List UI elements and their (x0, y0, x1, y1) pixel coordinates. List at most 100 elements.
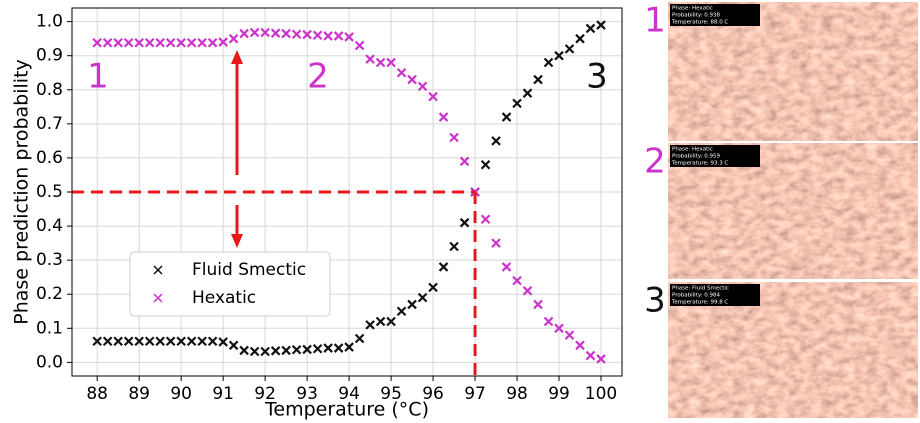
data-point (218, 337, 228, 347)
info-text: Phase: Hexatic (672, 6, 713, 12)
data-point (144, 37, 155, 48)
panel-number: 3 (644, 281, 666, 321)
info-text: Temperature: 88.0 C (671, 20, 728, 26)
info-text: Probability: 0.959 (672, 154, 721, 160)
x-axis-label: Temperature (°C) (264, 399, 429, 421)
data-point (165, 37, 176, 48)
data-point (386, 57, 396, 68)
data-point (92, 336, 102, 347)
data-point (239, 345, 249, 356)
data-point (333, 31, 344, 41)
data-point (491, 238, 501, 248)
data-point (554, 50, 564, 61)
data-point (186, 336, 197, 347)
data-point (428, 91, 438, 102)
data-point (396, 306, 407, 317)
data-point (354, 333, 365, 344)
x-tick-label: 99 (548, 384, 570, 404)
data-point (113, 336, 123, 347)
x-tick-label: 88 (86, 384, 108, 404)
x-tick-label: 97 (464, 384, 486, 404)
data-point (312, 343, 323, 354)
legend-marker (153, 293, 163, 303)
info-text: Temperature: 93.3 C (671, 161, 728, 167)
data-point (564, 330, 575, 340)
info-box (670, 284, 760, 306)
x-tick-label: 96 (422, 384, 444, 404)
y-tick-label: 0.0 (36, 352, 63, 372)
legend-label: Fluid Smectic (192, 260, 306, 280)
data-point (438, 112, 449, 122)
data-point (375, 316, 386, 327)
data-point (312, 30, 323, 41)
data-point (102, 336, 113, 347)
x-tick-label: 91 (212, 384, 234, 404)
info-text: Probability: 0.938 (672, 13, 721, 19)
data-point (501, 112, 512, 122)
y-tick-label: 0.3 (36, 250, 63, 270)
data-point (281, 28, 291, 39)
data-point (501, 262, 512, 272)
data-point (176, 37, 186, 48)
info-text: Probability: 0.984 (672, 293, 721, 299)
data-point (155, 336, 165, 347)
data-point (165, 336, 176, 347)
data-point (281, 345, 291, 356)
data-point (186, 37, 197, 48)
y-tick-label: 0.8 (36, 80, 63, 100)
data-point (543, 57, 554, 68)
data-point (218, 37, 228, 47)
data-point (270, 346, 281, 356)
x-tick-label: 100 (585, 384, 617, 404)
data-point (396, 67, 407, 78)
data-point (554, 323, 564, 334)
info-text: Temperature: 99.8 C (671, 300, 728, 306)
data-point (249, 27, 260, 38)
info-box (670, 145, 760, 167)
data-point (449, 241, 459, 252)
x-tick-label: 90 (170, 384, 192, 404)
x-tick-label: 98 (506, 384, 528, 404)
data-point (197, 37, 207, 48)
data-point (207, 336, 218, 347)
x-tick-label: 92 (254, 384, 276, 404)
data-point (585, 350, 596, 361)
data-point (323, 31, 333, 41)
data-point (134, 37, 144, 48)
data-point (354, 40, 365, 51)
legend-box (129, 251, 331, 317)
data-point (386, 316, 396, 327)
legend-label: Hexatic (192, 288, 256, 308)
data-point (92, 37, 102, 48)
data-point (417, 292, 428, 303)
data-point (459, 156, 470, 167)
data-point (344, 32, 354, 42)
info-box (670, 4, 760, 26)
data-point (134, 336, 144, 347)
panel-number: 1 (644, 1, 666, 41)
data-point (113, 37, 123, 48)
data-point (291, 29, 302, 40)
data-point (333, 343, 344, 353)
data-point (102, 37, 113, 48)
annotation: 1 (87, 57, 109, 97)
y-tick-label: 0.7 (36, 114, 63, 134)
data-point (522, 286, 533, 296)
data-point (123, 37, 134, 48)
data-point (197, 336, 207, 347)
plot-frame (71, 7, 623, 377)
arrow-head (231, 234, 243, 248)
data-point (533, 299, 543, 310)
data-point (144, 336, 155, 347)
data-point (407, 74, 417, 85)
data-point (228, 33, 239, 44)
data-point (176, 336, 186, 347)
data-point (522, 88, 533, 98)
data-point (344, 342, 354, 352)
data-point (596, 354, 606, 364)
data-point (260, 27, 270, 38)
data-point (575, 33, 585, 44)
panel-number: 2 (644, 142, 666, 182)
data-point (459, 217, 470, 228)
data-point (449, 132, 459, 143)
